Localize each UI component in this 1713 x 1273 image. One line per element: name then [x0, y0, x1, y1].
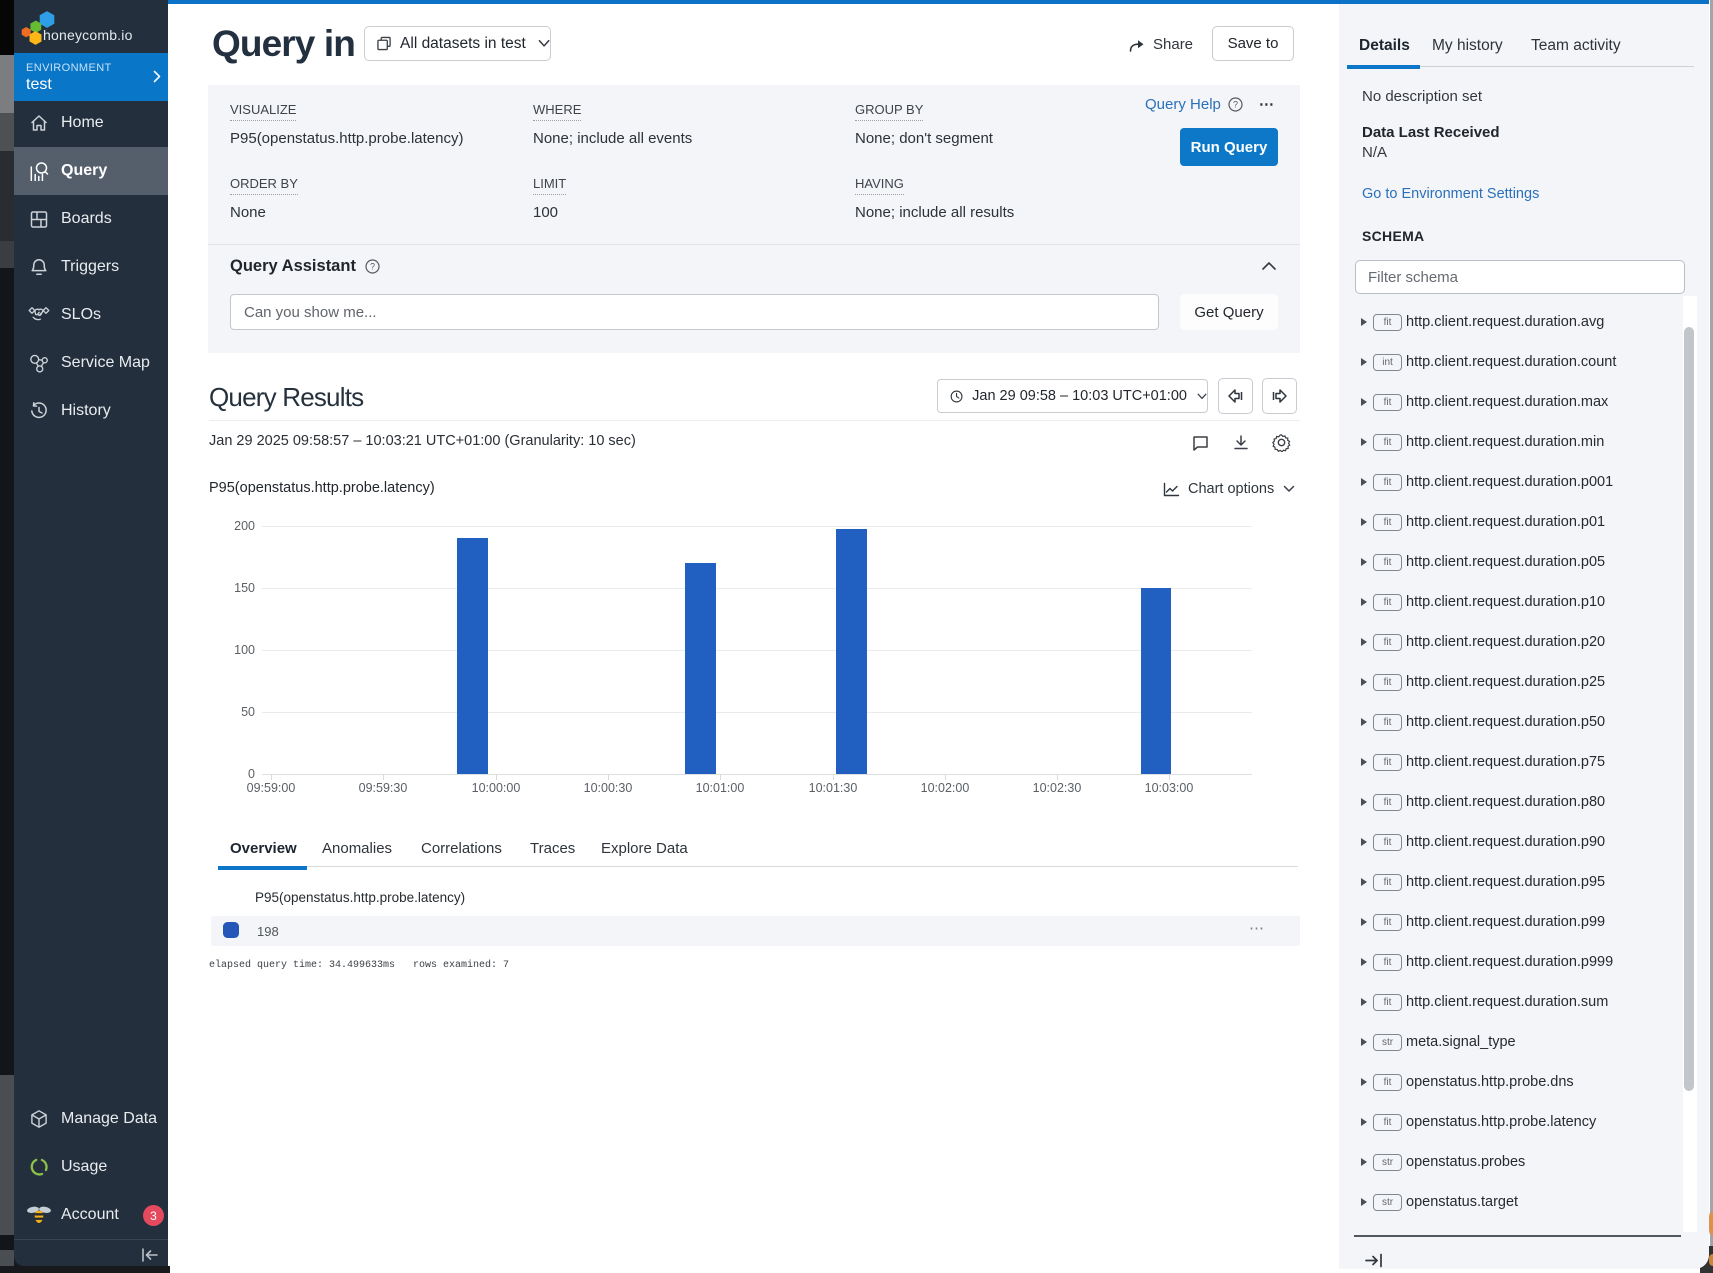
svg-text:?: ? [370, 262, 375, 272]
svg-text:?: ? [1233, 99, 1238, 109]
